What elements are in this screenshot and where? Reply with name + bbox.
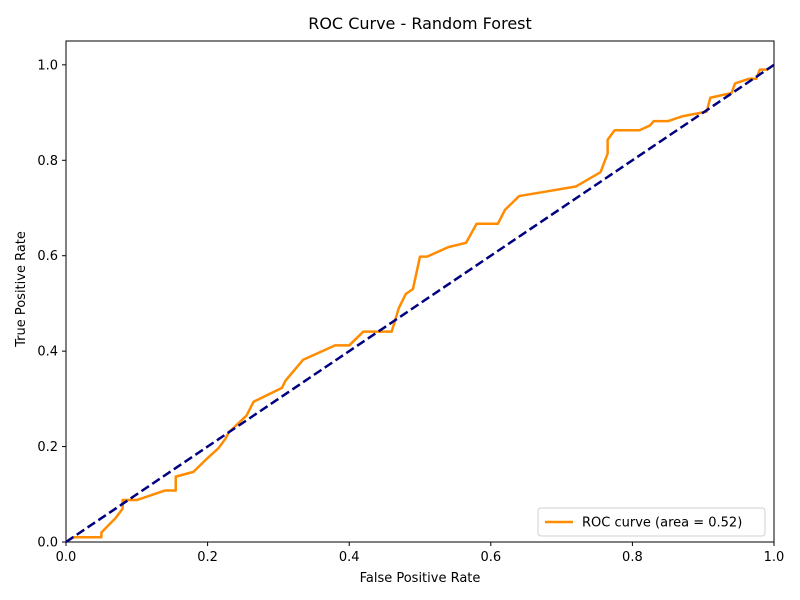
x-axis-ticks: 0.0 0.2 0.4 0.6 0.8 1.0 (56, 542, 785, 565)
legend-box (537, 507, 766, 537)
y-tick-label: 0.2 (37, 440, 58, 455)
y-axis-label: True Positive Rate (14, 231, 29, 348)
legend: ROC curve (area = 0.52) (537, 507, 766, 537)
roc-curve-line (65, 63, 775, 544)
y-tick-label: 0.6 (37, 249, 58, 264)
chart-title: ROC Curve - Random Forest (308, 14, 532, 33)
y-axis-ticks: 0.0 0.2 0.4 0.6 0.8 1.0 (37, 58, 66, 551)
x-tick-label: 0.0 (56, 550, 77, 565)
x-tick-label: 1.0 (764, 550, 785, 565)
y-tick-label: 0.8 (37, 154, 58, 169)
legend-label: ROC curve (area = 0.52) (582, 516, 742, 531)
y-tick-label: 0.0 (37, 536, 58, 551)
series-layer (65, 63, 775, 544)
x-tick-label: 0.4 (339, 550, 360, 565)
y-tick-label: 1.0 (37, 58, 58, 73)
x-axis-label: False Positive Rate (360, 571, 481, 586)
x-tick-label: 0.2 (197, 550, 218, 565)
x-tick-label: 0.6 (480, 550, 501, 565)
plot-frame (65, 40, 775, 543)
x-tick-label: 0.8 (622, 550, 643, 565)
y-tick-label: 0.4 (37, 345, 58, 360)
plot-area: 0.0 0.2 0.4 0.6 0.8 1.0 0.0 0.2 0.4 0.6 0.8 1.0 (37, 40, 785, 565)
